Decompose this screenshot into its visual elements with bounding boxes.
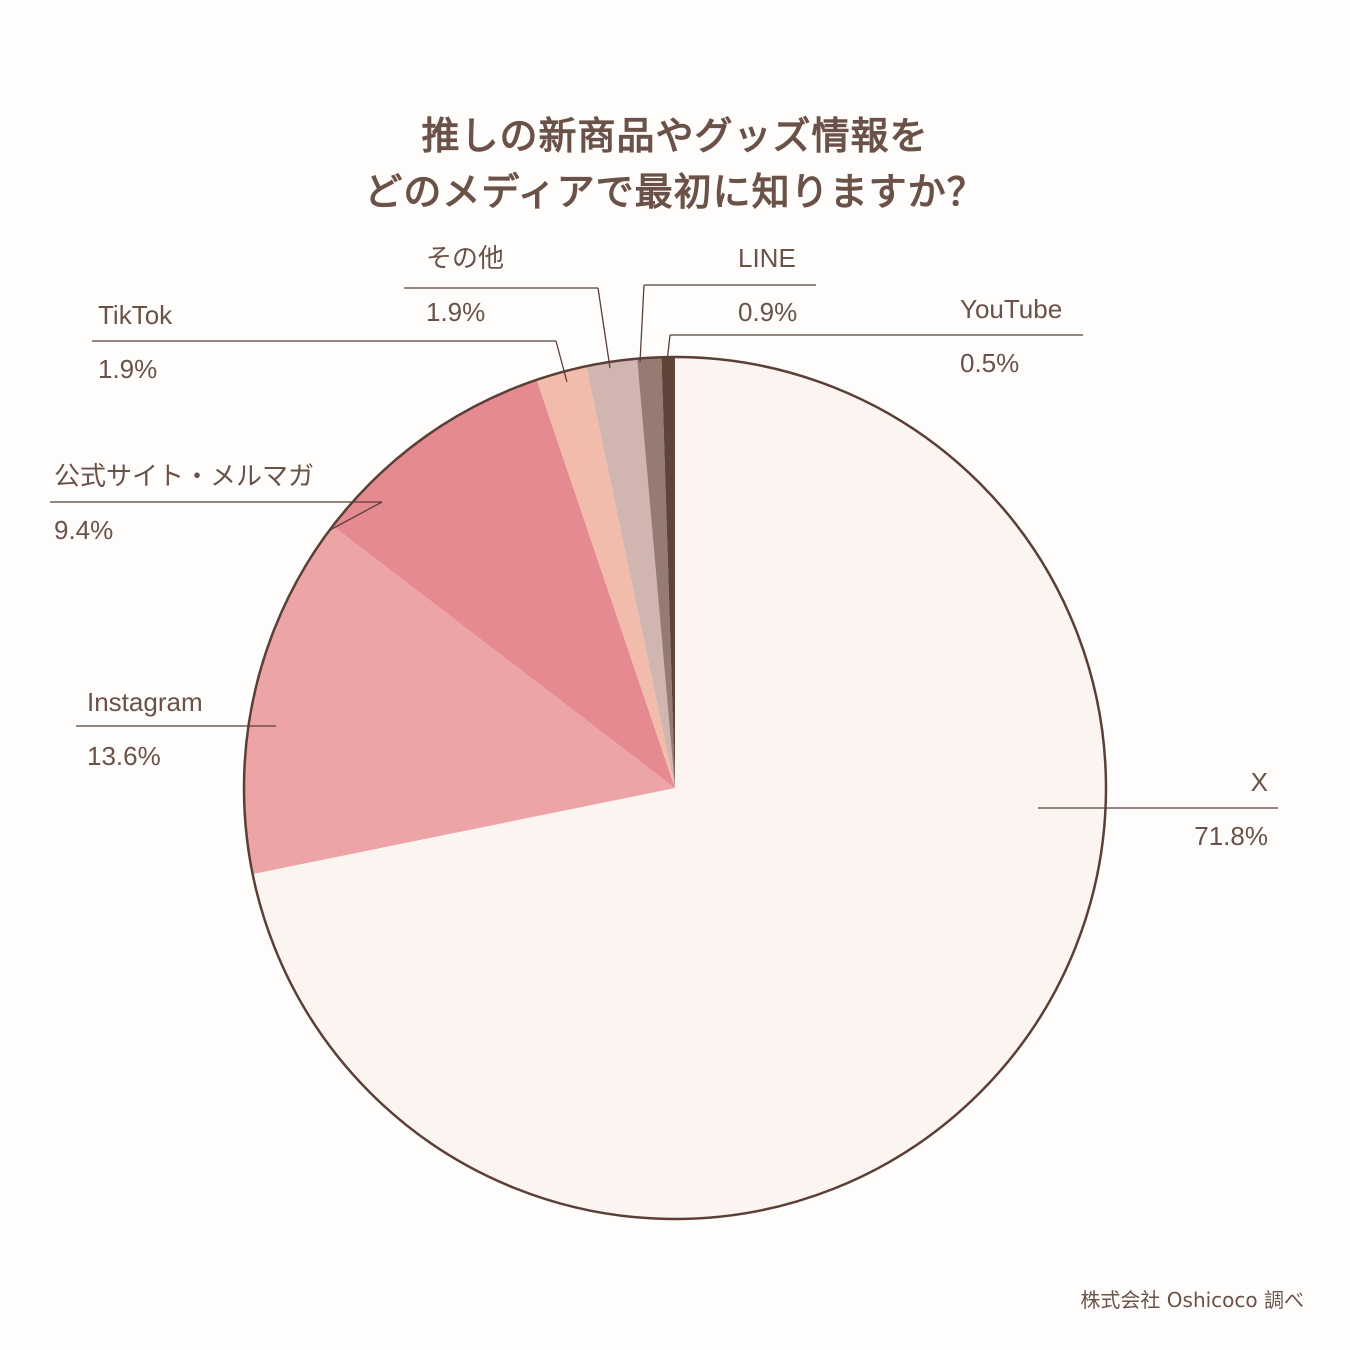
pie-slice-0 [252, 357, 1106, 1219]
chart-title-line-1: 推しの新商品やグッズ情報を [421, 114, 929, 158]
slice-value-label-4: 1.9% [426, 297, 485, 327]
pie-slice-3 [536, 366, 675, 788]
slice-label-4: その他 [426, 243, 504, 273]
slice-value-label-6: 0.5% [960, 348, 1019, 378]
pie-slice-6 [661, 357, 675, 788]
chart-title: 推しの新商品やグッズ情報を どのメディアで最初に知りますか？ [0, 108, 1350, 220]
slice-value-label-3: 1.9% [98, 354, 157, 384]
slice-label-3: TikTok [98, 300, 173, 330]
pie-slice-1 [243, 525, 675, 875]
slice-label-1: Instagram [87, 687, 203, 717]
slice-label-0: X [1251, 767, 1268, 797]
pie-slice-4 [586, 358, 675, 788]
chart-title-line-2: どのメディアで最初に知りますか？ [364, 170, 986, 214]
slice-label-6: YouTube [960, 294, 1062, 324]
leader-connector-5 [639, 284, 645, 363]
leader-connector-2 [329, 501, 383, 531]
pie-slice-2 [332, 379, 675, 788]
leader-connector-6 [666, 334, 671, 363]
pie-slice-5 [637, 357, 675, 788]
slice-value-label-2: 9.4% [54, 515, 113, 545]
slice-value-label-5: 0.9% [738, 297, 797, 327]
slice-label-5: LINE [738, 243, 796, 273]
source-credit: 株式会社 Oshicoco 調べ [1080, 1288, 1304, 1312]
slice-value-label-1: 13.6% [87, 741, 161, 771]
slice-value-label-0: 71.8% [1194, 821, 1268, 851]
leader-connector-4 [597, 287, 611, 369]
leader-connector-3 [555, 340, 568, 383]
slice-label-2: 公式サイト・メルマガ [54, 461, 314, 491]
